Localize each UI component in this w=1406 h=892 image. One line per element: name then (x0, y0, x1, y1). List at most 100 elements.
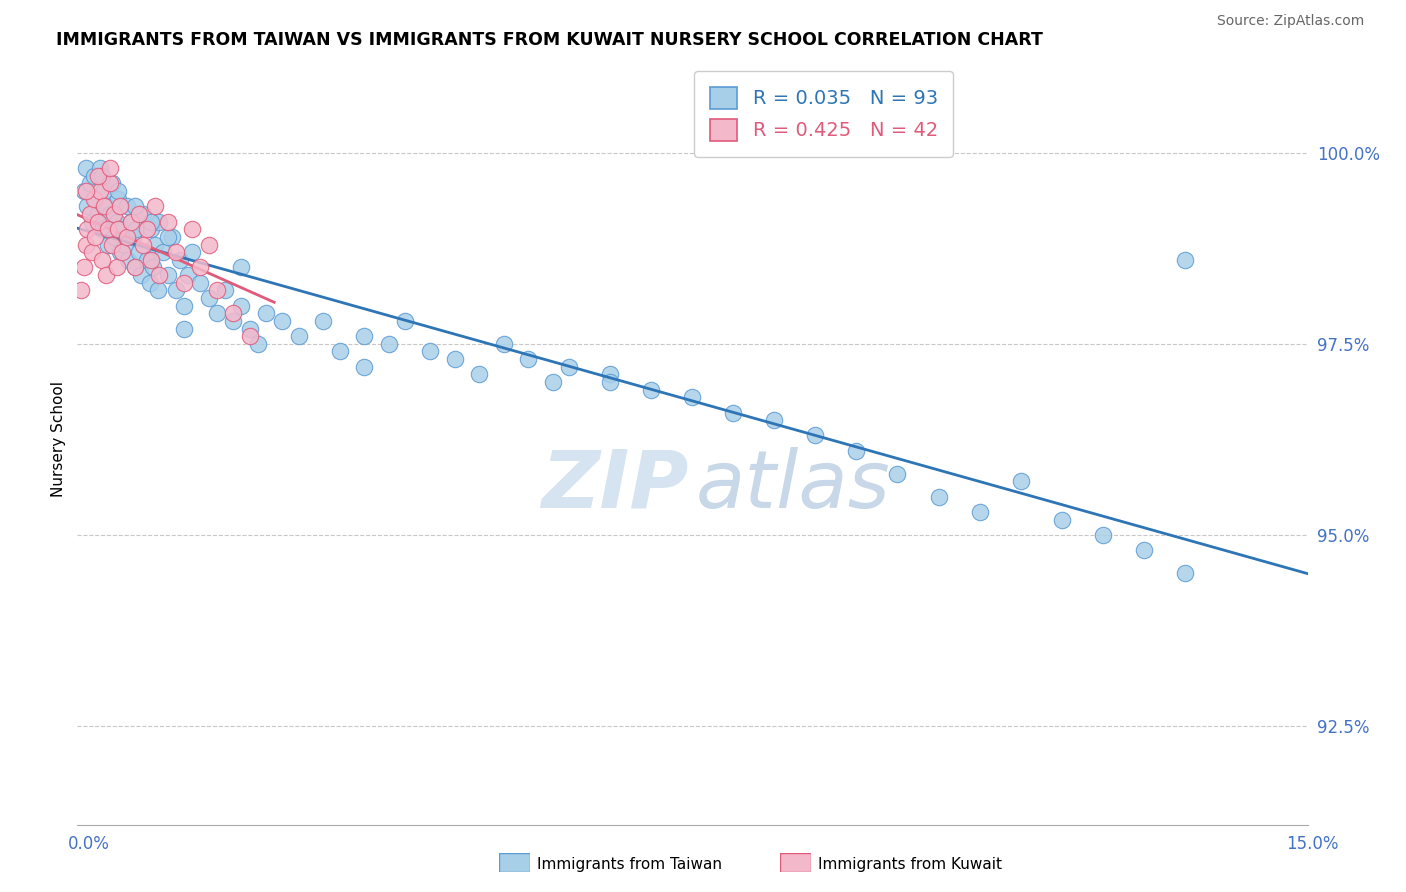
Point (394, 314, 416, 328)
Point (75, 184, 97, 198)
Point (173, 321, 195, 335)
Point (156, 230, 179, 244)
Point (214, 283, 236, 297)
Point (1174, 566, 1197, 580)
Point (98, 177, 121, 191)
Point (1091, 528, 1114, 542)
Point (138, 276, 160, 290)
Point (129, 268, 153, 282)
Text: ZIP: ZIP (541, 447, 689, 524)
Text: Immigrants from Taiwan: Immigrants from Taiwan (537, 857, 723, 871)
Point (146, 283, 169, 297)
Point (599, 368, 621, 382)
Point (105, 260, 128, 275)
Point (75, 161, 97, 175)
Point (87, 214, 110, 228)
Point (128, 245, 150, 260)
Text: Immigrants from Kuwait: Immigrants from Kuwait (818, 857, 1002, 871)
Point (419, 344, 441, 359)
Point (132, 207, 155, 221)
Point (682, 390, 704, 404)
Point (845, 443, 868, 458)
Point (1174, 252, 1197, 267)
Point (84, 230, 107, 244)
Point (120, 214, 142, 228)
Point (181, 245, 204, 260)
Point (1010, 475, 1032, 489)
Text: Source: ZipAtlas.com: Source: ZipAtlas.com (1216, 14, 1364, 28)
Point (886, 467, 908, 481)
Point (378, 336, 401, 351)
Point (468, 368, 491, 382)
Point (73, 260, 96, 275)
Point (73, 184, 96, 198)
Point (114, 237, 136, 252)
Point (231, 299, 253, 313)
Text: 0.0%: 0.0% (67, 835, 110, 853)
Point (89, 184, 111, 198)
Point (156, 268, 179, 282)
Point (70, 283, 93, 297)
Point (82, 245, 104, 260)
Point (353, 329, 375, 343)
Point (640, 383, 662, 397)
Point (197, 237, 219, 252)
Text: 15.0%: 15.0% (1286, 835, 1339, 853)
Point (271, 314, 294, 328)
Point (148, 268, 170, 282)
Point (108, 245, 131, 260)
Point (222, 314, 245, 328)
Point (117, 252, 139, 267)
Point (125, 222, 148, 236)
Point (141, 222, 163, 236)
Point (136, 222, 159, 236)
Point (76, 199, 98, 213)
Point (111, 222, 134, 236)
Point (76, 222, 98, 236)
Point (128, 207, 150, 221)
Point (115, 199, 138, 213)
Point (98, 161, 121, 175)
Point (94, 199, 117, 213)
Point (84, 192, 107, 206)
Point (492, 336, 515, 351)
Point (82, 214, 104, 228)
Point (165, 283, 187, 297)
Point (288, 329, 311, 343)
Point (205, 283, 228, 297)
Point (103, 230, 125, 244)
Point (101, 177, 124, 191)
Point (132, 237, 155, 252)
Point (101, 237, 124, 252)
Point (83, 169, 105, 183)
Point (804, 428, 827, 442)
Point (165, 245, 187, 260)
Point (599, 375, 621, 389)
Point (97, 222, 120, 236)
Point (541, 375, 564, 389)
Point (231, 260, 253, 275)
Point (143, 199, 166, 213)
Point (173, 299, 195, 313)
Point (152, 245, 174, 260)
Point (83, 192, 105, 206)
Point (148, 214, 170, 228)
Point (124, 199, 146, 213)
Point (246, 336, 269, 351)
Point (254, 306, 277, 320)
Point (142, 260, 165, 275)
Point (969, 505, 991, 519)
Point (181, 222, 204, 236)
Point (723, 406, 745, 420)
Point (93, 199, 115, 213)
Point (173, 276, 195, 290)
Point (763, 413, 786, 427)
Point (90, 169, 114, 183)
Point (188, 260, 212, 275)
Y-axis label: Nursery School: Nursery School (51, 381, 66, 498)
Point (90, 222, 114, 236)
Point (312, 314, 335, 328)
Point (107, 222, 129, 236)
Point (124, 260, 146, 275)
Point (239, 321, 262, 335)
